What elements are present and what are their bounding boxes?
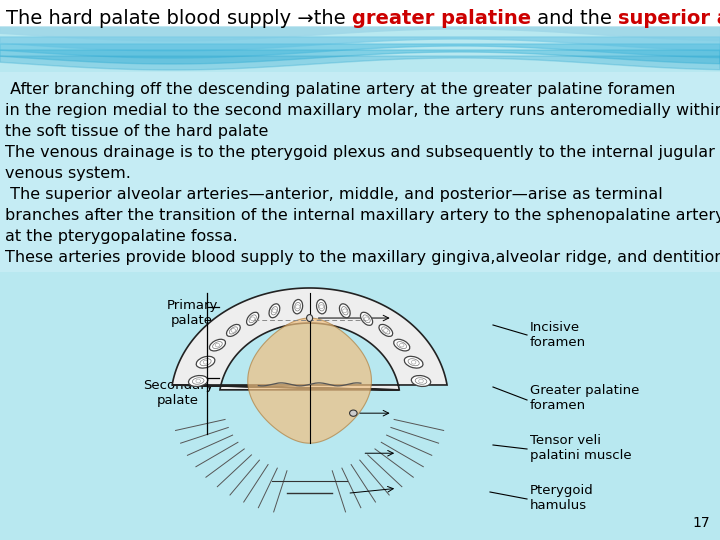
Ellipse shape bbox=[379, 325, 392, 336]
Text: and the: and the bbox=[531, 9, 618, 28]
Ellipse shape bbox=[339, 304, 350, 318]
Bar bbox=[0, 0, 720, 28]
Ellipse shape bbox=[317, 300, 326, 314]
Polygon shape bbox=[172, 288, 447, 390]
Text: Tensor veli
palatini muscle: Tensor veli palatini muscle bbox=[530, 434, 631, 462]
Text: After branching off the descending palatine artery at the greater palatine foram: After branching off the descending palat… bbox=[5, 82, 675, 97]
Ellipse shape bbox=[269, 304, 280, 318]
Bar bbox=[0, 72, 720, 272]
Ellipse shape bbox=[189, 375, 208, 387]
Text: Greater palatine
foramen: Greater palatine foramen bbox=[530, 384, 639, 412]
Ellipse shape bbox=[405, 356, 423, 368]
Ellipse shape bbox=[411, 375, 431, 387]
Text: at the pterygopalatine fossa.: at the pterygopalatine fossa. bbox=[5, 229, 238, 244]
Ellipse shape bbox=[210, 339, 225, 351]
Ellipse shape bbox=[246, 312, 258, 326]
Text: in the region medial to the second maxillary molar, the artery runs anteromedial: in the region medial to the second maxil… bbox=[5, 103, 720, 118]
Text: These arteries provide blood supply to the maxillary gingiva,alveolar ridge, and: These arteries provide blood supply to t… bbox=[5, 250, 720, 265]
Text: branches after the transition of the internal maxillary artery to the sphenopala: branches after the transition of the int… bbox=[5, 208, 720, 223]
Circle shape bbox=[350, 410, 357, 416]
Text: The hard palate blood supply →the: The hard palate blood supply →the bbox=[6, 9, 352, 28]
Text: greater palatine: greater palatine bbox=[352, 9, 531, 28]
Polygon shape bbox=[248, 318, 372, 443]
Text: the soft tissue of the hard palate: the soft tissue of the hard palate bbox=[5, 124, 269, 139]
Ellipse shape bbox=[197, 356, 215, 368]
Text: The venous drainage is to the pterygoid plexus and subsequently to the internal : The venous drainage is to the pterygoid … bbox=[5, 145, 715, 160]
Text: superior alveolar: superior alveolar bbox=[618, 9, 720, 28]
Ellipse shape bbox=[293, 300, 302, 314]
Ellipse shape bbox=[307, 315, 312, 321]
Text: 17: 17 bbox=[693, 516, 710, 530]
Ellipse shape bbox=[394, 339, 410, 351]
Text: The superior alveolar arteries—anterior, middle, and posterior—arise as terminal: The superior alveolar arteries—anterior,… bbox=[5, 187, 662, 202]
Text: Pterygoid
hamulus: Pterygoid hamulus bbox=[530, 484, 594, 512]
Text: Secondary
palate: Secondary palate bbox=[143, 379, 213, 407]
Ellipse shape bbox=[361, 312, 373, 326]
Text: Primary
palate: Primary palate bbox=[166, 299, 217, 327]
Text: venous system.: venous system. bbox=[5, 166, 131, 181]
Ellipse shape bbox=[227, 325, 240, 336]
Text: Incisive
foramen: Incisive foramen bbox=[530, 321, 586, 349]
